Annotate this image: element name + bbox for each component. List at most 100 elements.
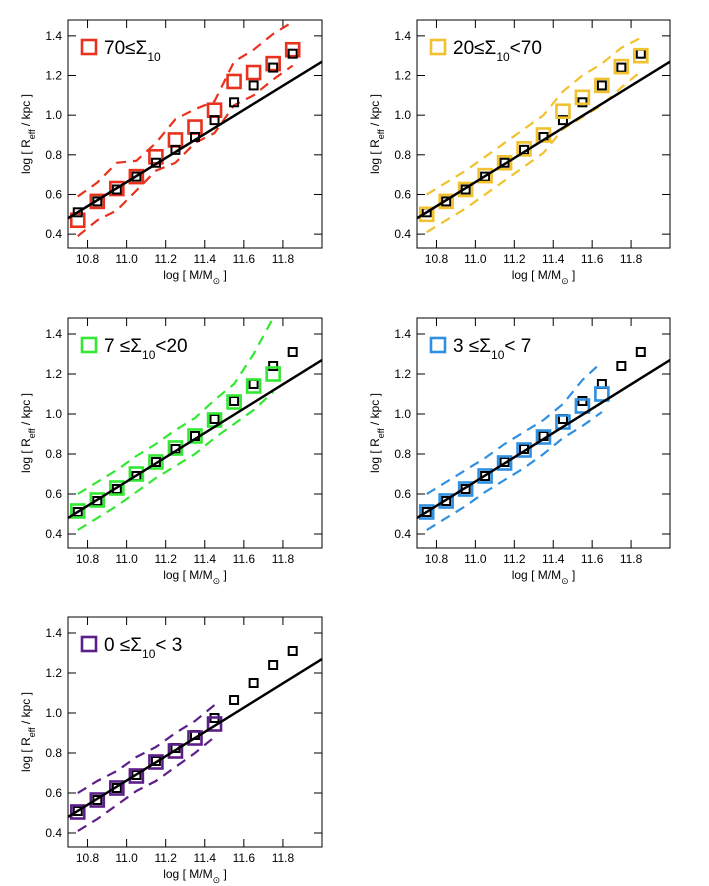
dashed-line: [77, 64, 294, 237]
fit-line: [417, 358, 670, 520]
legend-marker: [80, 635, 98, 653]
fit-line: [68, 358, 322, 520]
y-tick-label: 1.2: [394, 69, 411, 83]
square-marker: [69, 212, 86, 229]
plot-area: [68, 21, 322, 237]
small-square-marker: [557, 115, 568, 126]
x-tick-label: 11.8: [272, 552, 295, 566]
x-tick-label: 11.8: [272, 252, 295, 266]
y-tick-label: 1.4: [45, 29, 62, 43]
y-tick-label: 1.2: [45, 69, 62, 83]
square-marker: [477, 167, 493, 184]
square-marker: [496, 455, 513, 471]
label-part: ]: [220, 867, 227, 881]
y-tick-label: 1.4: [45, 626, 62, 640]
y-axis-label: log [ Reff / kpc ]: [19, 692, 37, 772]
y-tick-label: 0.6: [45, 487, 62, 501]
square-marker: [206, 102, 223, 119]
small-square-marker: [248, 80, 259, 91]
small-square-marker: [248, 678, 259, 688]
x-tick-label: 10.8: [425, 552, 449, 566]
square-marker: [418, 504, 435, 520]
square-marker: [438, 193, 454, 210]
label-part: log [ R: [368, 438, 382, 473]
x-tick-label: 10.8: [76, 851, 100, 865]
small-square-marker: [480, 171, 491, 182]
small-square-marker: [268, 361, 279, 371]
square-marker: [128, 768, 145, 784]
y-tick-label: 0.4: [45, 826, 62, 840]
y-tick-label: 0.6: [394, 487, 411, 501]
y-tick-label: 0.4: [45, 527, 62, 541]
x-axis-label: log [ M/M⊙ ]: [512, 268, 576, 286]
square-marker: [457, 181, 474, 198]
label-part: log [ R: [19, 438, 33, 473]
panel: 10.8 11.0 11.2 11.4 11.6 11.8 0.4 0.6 0.8 1.0 1.2 1…: [19, 317, 323, 586]
label-part: ⊙: [561, 576, 569, 586]
square-marker: [167, 743, 184, 759]
square-marker: [284, 41, 301, 58]
x-axis-label: log [ M/M⊙ ]: [163, 568, 227, 586]
axes-frame: [67, 616, 323, 848]
square-marker: [516, 442, 532, 458]
y-tick-label: 0.4: [45, 227, 62, 241]
plot-area: [68, 646, 322, 832]
dashed-line: [77, 736, 216, 832]
x-tick-label: 11.4: [542, 552, 565, 566]
x-tick-label: 11.2: [154, 252, 177, 266]
label-part: log [ M/M: [512, 268, 561, 282]
label-part: 10: [491, 348, 505, 362]
y-tick-label: 1.0: [394, 108, 411, 122]
panel: 10.8 11.0 11.2 11.4 11.6 11.8 0.4 0.6 0.8 1.0 1.2 1…: [368, 317, 671, 586]
label-part: eff: [376, 129, 386, 139]
label-part: < 3: [155, 635, 182, 656]
label-part: eff: [27, 428, 37, 438]
small-square-marker: [111, 184, 122, 195]
legend-label: 3 ≤Σ10< 7: [453, 336, 531, 362]
label-part: / kpc ]: [368, 393, 382, 428]
label-part: / kpc ]: [19, 393, 33, 428]
small-square-marker: [131, 770, 142, 780]
x-tick-label: 11.6: [233, 851, 256, 865]
x-tick-label: 11.8: [620, 552, 643, 566]
small-square-marker: [635, 48, 646, 59]
label-part: / kpc ]: [19, 94, 33, 129]
square-marker: [69, 804, 86, 820]
label-part: log [ R: [368, 139, 382, 174]
x-tick-label: 11.0: [115, 252, 138, 266]
y-tick-label: 0.6: [45, 187, 62, 201]
y-tick-label: 1.4: [45, 327, 62, 341]
axes-frame: [416, 317, 671, 549]
square-marker: [574, 89, 591, 106]
square-marker: [226, 73, 242, 90]
small-square-marker: [577, 396, 588, 406]
square-marker: [148, 754, 164, 770]
legend-label: 7 ≤Σ10<20: [104, 336, 188, 362]
y-tick-label: 0.8: [394, 148, 411, 162]
small-square-marker: [287, 48, 298, 59]
x-tick-label: 11.6: [581, 252, 604, 266]
panel: 10.8 11.0 11.2 11.4 11.6 11.8 0.4 0.6 0.8 1.0 1.2 1…: [19, 19, 323, 286]
x-tick-label: 11.6: [233, 252, 256, 266]
legend-marker: [80, 336, 98, 354]
label-part: 10: [496, 50, 510, 64]
y-tick-label: 1.2: [45, 367, 62, 381]
square-marker: [206, 716, 223, 732]
y-tick-label: 0.8: [394, 447, 411, 461]
label-part: log [ M/M: [163, 867, 212, 881]
square-marker: [613, 58, 630, 75]
y-tick-label: 1.0: [45, 706, 62, 720]
y-tick-label: 0.8: [45, 148, 62, 162]
y-tick-label: 1.2: [394, 367, 411, 381]
label-part: log [ M/M: [163, 568, 212, 582]
square-marker: [438, 493, 454, 509]
legend-label: 20≤Σ10<70: [453, 38, 542, 64]
small-square-marker: [287, 347, 298, 357]
y-tick-label: 1.2: [45, 666, 62, 680]
x-tick-label: 11.2: [503, 552, 526, 566]
square-marker: [535, 429, 552, 445]
label-part: ⊙: [213, 276, 221, 286]
small-square-marker: [131, 171, 142, 182]
label-part: ]: [220, 268, 227, 282]
